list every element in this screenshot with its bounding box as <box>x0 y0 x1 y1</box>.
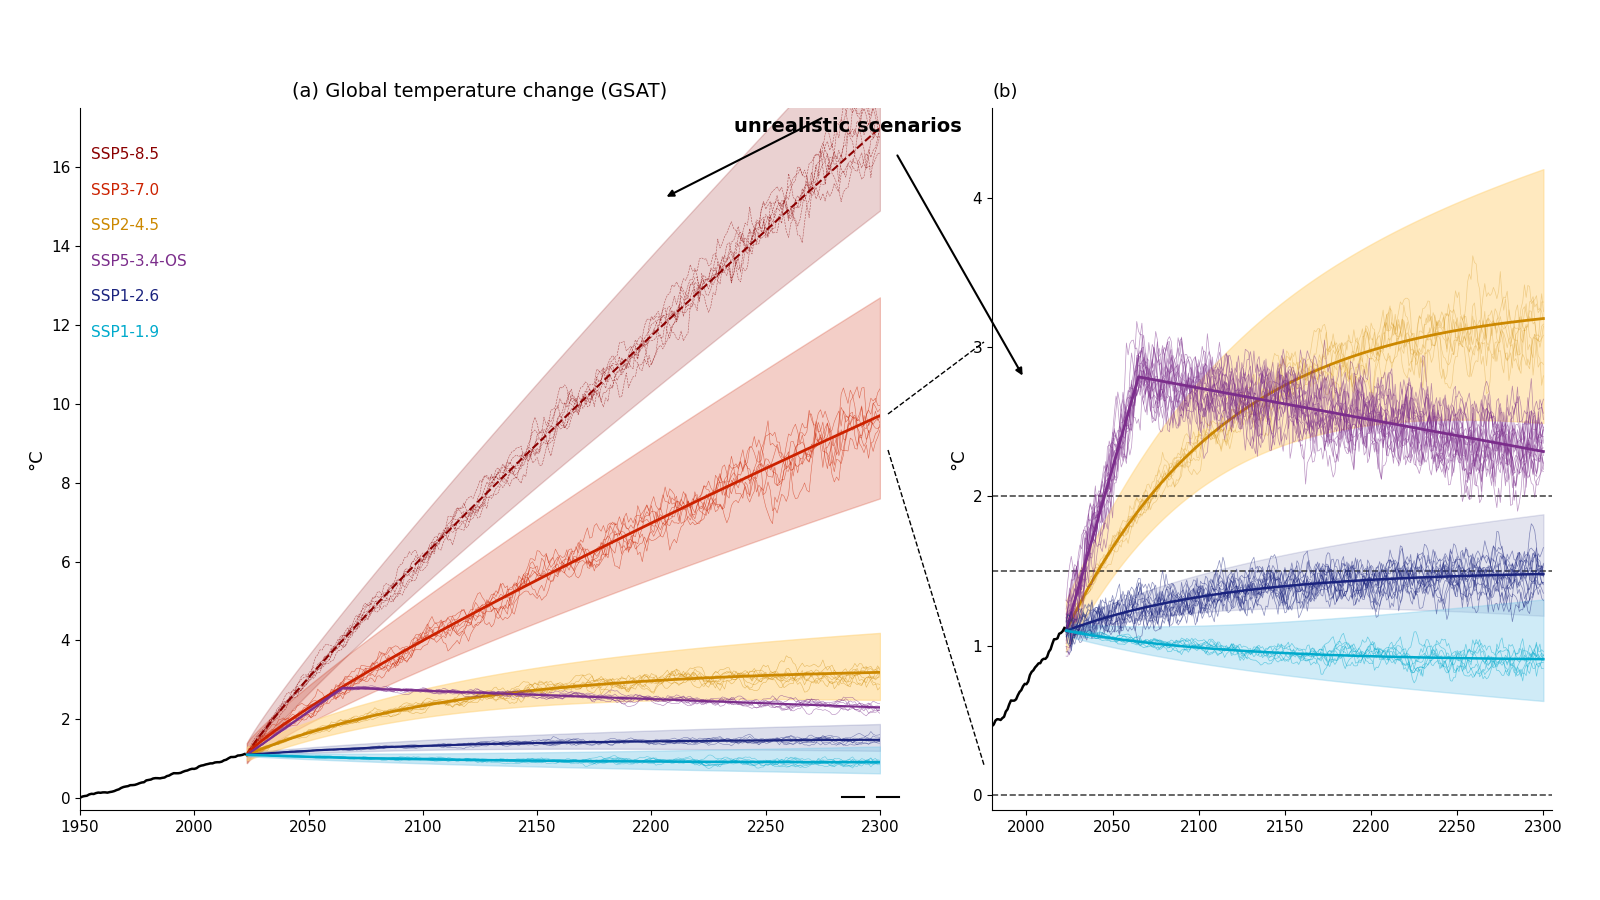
Title: (a) Global temperature change (GSAT): (a) Global temperature change (GSAT) <box>293 82 667 101</box>
Text: SSP3-7.0: SSP3-7.0 <box>91 183 160 198</box>
Text: SSP1-2.6: SSP1-2.6 <box>91 290 160 304</box>
Y-axis label: °C: °C <box>27 448 45 470</box>
Text: SSP2-4.5: SSP2-4.5 <box>91 219 160 233</box>
Text: (b): (b) <box>992 83 1018 101</box>
Text: SSP1-1.9: SSP1-1.9 <box>91 325 160 340</box>
Text: unrealistic scenarios: unrealistic scenarios <box>734 116 962 136</box>
Text: SSP5-8.5: SSP5-8.5 <box>91 148 160 162</box>
Text: SSP5-3.4-OS: SSP5-3.4-OS <box>91 254 187 269</box>
Y-axis label: °C: °C <box>949 448 966 470</box>
